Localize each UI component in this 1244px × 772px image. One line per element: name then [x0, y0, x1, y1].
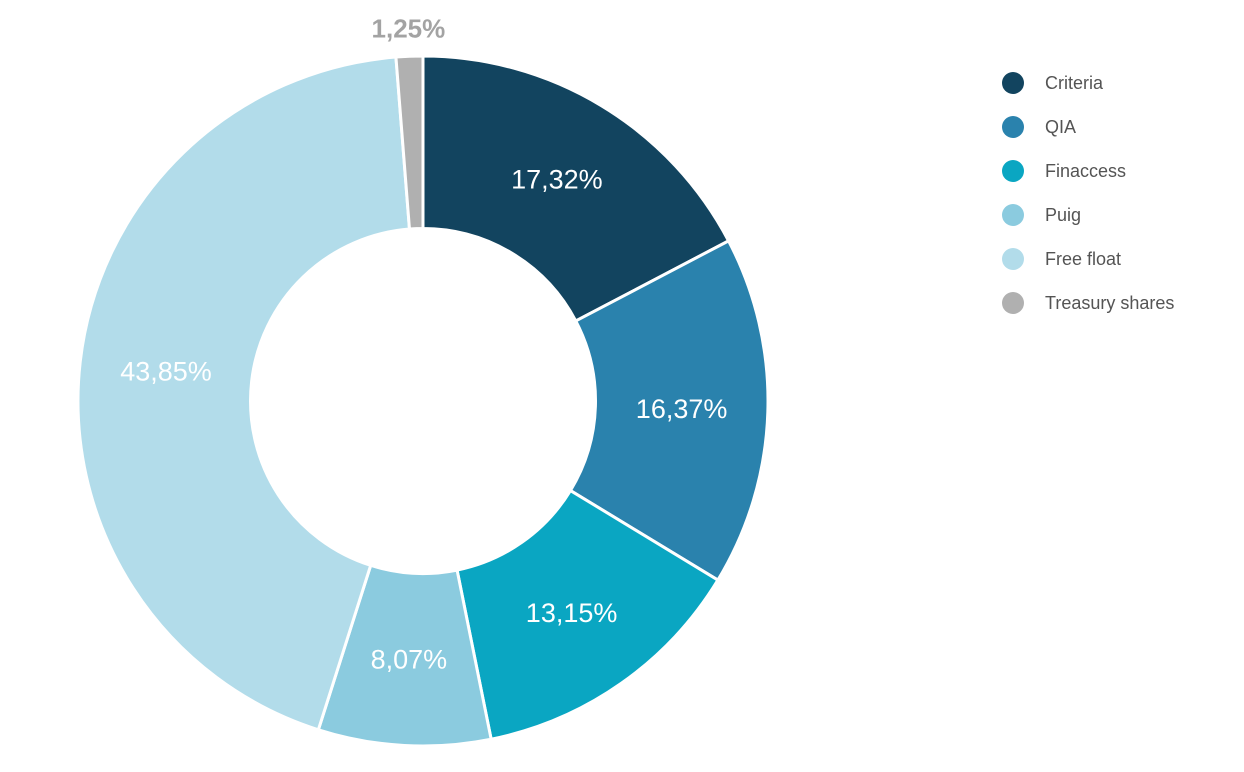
legend-item-puig[interactable]: Puig — [1002, 193, 1174, 237]
chart-legend: Criteria QIA Finaccess Puig Free float Treasu… — [1002, 61, 1174, 325]
slice-value-label-free-float: 43,85% — [120, 356, 212, 386]
legend-label: Free float — [1045, 249, 1122, 269]
legend-swatch-puig — [1002, 204, 1024, 226]
legend-label: Finaccess — [1045, 161, 1127, 181]
legend-swatch-free-float — [1002, 248, 1024, 270]
slice-qia[interactable] — [568, 239, 770, 582]
slice-criteria[interactable] — [421, 54, 731, 323]
legend-item-free-float[interactable]: Free float — [1002, 237, 1174, 281]
slice-value-label-treasury-shares: 1,25% — [372, 13, 446, 43]
legend-swatch-qia — [1002, 116, 1024, 138]
legend-label: Treasury shares — [1045, 293, 1175, 313]
slice-value-label-puig: 8,07% — [371, 644, 448, 674]
slice-value-label-qia: 16,37% — [636, 394, 728, 424]
legend-label: QIA — [1045, 117, 1077, 137]
legend-label: Criteria — [1045, 73, 1104, 93]
slice-finaccess[interactable] — [455, 489, 720, 741]
legend-item-qia[interactable]: QIA — [1002, 105, 1174, 149]
legend-swatch-treasury-shares — [1002, 292, 1024, 314]
legend-item-finaccess[interactable]: Finaccess — [1002, 149, 1174, 193]
slice-value-label-finaccess: 13,15% — [526, 598, 618, 628]
legend-item-criteria[interactable]: Criteria — [1002, 61, 1174, 105]
legend-item-treasury-shares[interactable]: Treasury shares — [1002, 281, 1174, 325]
slice-treasury-shares[interactable] — [394, 54, 425, 231]
donut-chart-canvas: 17,32% 16,37% 13,15% 8,07% 43,85% 1,25% — [76, 13, 770, 748]
slice-free-float[interactable] — [76, 55, 411, 732]
legend-swatch-criteria — [1002, 72, 1024, 94]
slice-value-label-criteria: 17,32% — [511, 165, 603, 195]
legend-label: Puig — [1045, 205, 1082, 225]
legend-swatch-finaccess — [1002, 160, 1024, 182]
